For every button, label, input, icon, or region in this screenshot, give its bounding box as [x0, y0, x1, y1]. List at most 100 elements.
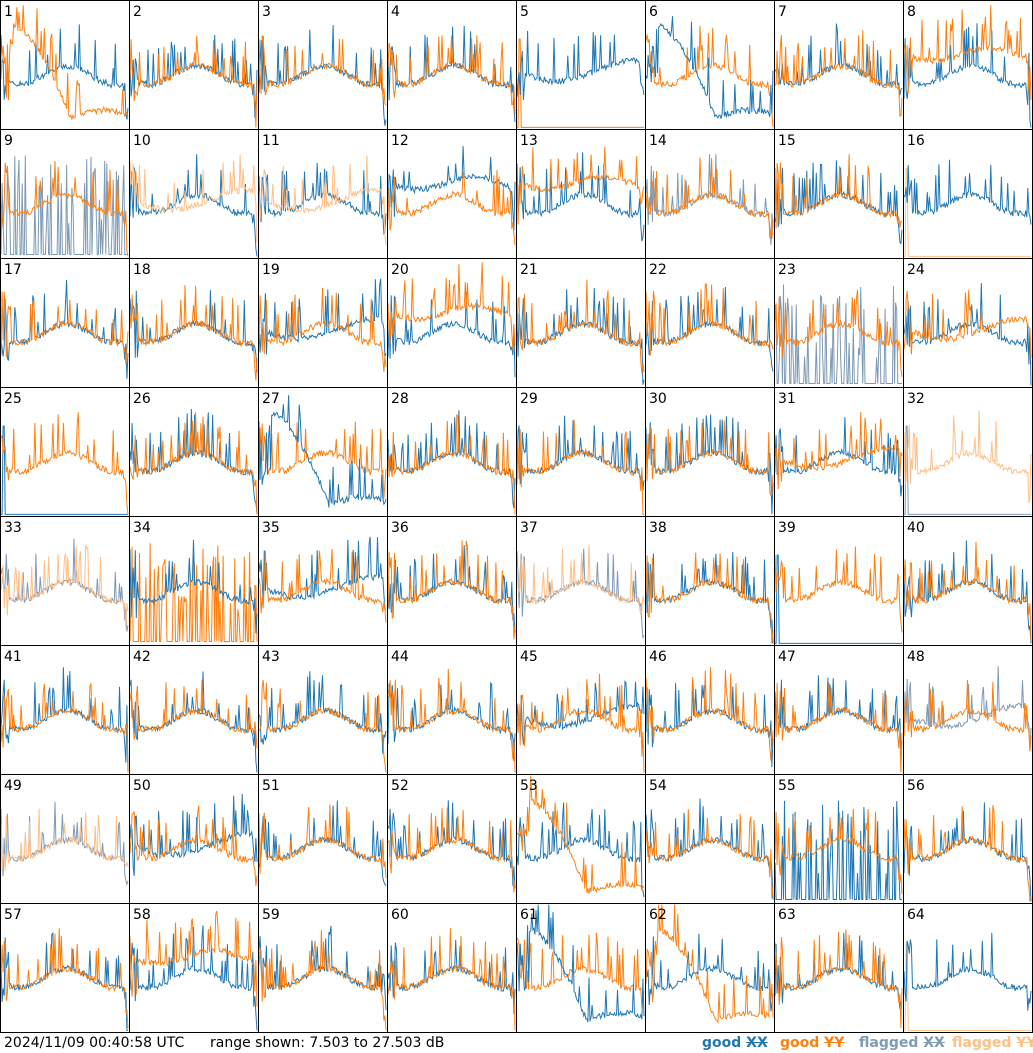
trace-good-xx: [258, 395, 387, 508]
panel-number: 12: [391, 133, 409, 149]
range-shown: range shown: 7.503 to 27.503 dB: [210, 1035, 445, 1051]
panel-number: 56: [907, 778, 925, 794]
panel-frame: [516, 0, 646, 130]
panel-57: 57: [0, 903, 130, 1033]
trace-good-xx: [903, 802, 1032, 902]
panel-63: 63: [774, 903, 904, 1033]
panel-number: 49: [4, 778, 22, 794]
panel-45: 45: [516, 645, 646, 775]
trace-good-yy: [774, 154, 903, 229]
trace-good-yy: [774, 30, 903, 117]
trace-good-yy: [774, 412, 903, 489]
trace-flagged-yy: [904, 941, 1031, 1031]
panel-number: 63: [778, 907, 796, 923]
trace-good-yy: [129, 910, 258, 1007]
panel-38: 38: [645, 516, 775, 646]
trace-good-xx: [0, 24, 129, 120]
panel-number: 22: [649, 262, 667, 278]
panel-64: 64: [903, 903, 1033, 1033]
panel-39: 39: [774, 516, 904, 646]
panel-27: 27: [258, 387, 388, 517]
trace-good-yy: [258, 930, 387, 1031]
panel-19: 19: [258, 258, 388, 388]
panel-frame: [645, 0, 775, 130]
panel-number: 2: [133, 4, 142, 20]
panel-number: 25: [4, 391, 22, 407]
panel-number: 21: [520, 262, 538, 278]
panel-7: 7: [774, 0, 904, 130]
panel-44: 44: [387, 645, 517, 775]
panel-60: 60: [387, 903, 517, 1033]
trace-good-yy: [258, 287, 387, 373]
panel-number: 11: [262, 133, 280, 149]
legend-pol-label: XX: [923, 1035, 945, 1051]
trace-good-xx: [645, 798, 774, 900]
panel-number: 14: [649, 133, 667, 149]
trace-good-xx: [1, 425, 128, 515]
panel-number: 45: [520, 649, 538, 665]
trace-good-xx: [258, 25, 387, 126]
trace-good-yy: [645, 904, 774, 1024]
trace-good-yy: [645, 667, 774, 761]
panel-number: 8: [907, 4, 916, 20]
panel-5: 5: [516, 0, 646, 130]
panel-4: 4: [387, 0, 517, 130]
panel-20: 20: [387, 258, 517, 388]
panel-58: 58: [129, 903, 259, 1033]
panel-12: 12: [387, 129, 517, 259]
trace-good-yy: [129, 805, 258, 887]
panel-number: 41: [4, 649, 22, 665]
panel-number: 40: [907, 520, 925, 536]
trace-good-yy: [645, 25, 774, 127]
panel-number: 27: [262, 391, 280, 407]
trace-good-yy: [387, 170, 516, 246]
panel-number: 64: [907, 907, 925, 923]
panel-number: 13: [520, 133, 538, 149]
trace-good-yy: [774, 682, 903, 773]
trace-good-xx: [0, 932, 128, 1031]
trace-good-xx: [129, 793, 258, 876]
panel-number: 54: [649, 778, 667, 794]
panel-number: 30: [649, 391, 667, 407]
panel-61: 61: [516, 903, 646, 1033]
panel-48: 48: [903, 645, 1033, 775]
panel-16: 16: [903, 129, 1033, 259]
trace-good-yy: [129, 35, 258, 128]
legend-state-label: good: [702, 1035, 742, 1051]
panel-number: 15: [778, 133, 796, 149]
trace-flagged-yy: [258, 155, 387, 246]
panel-22: 22: [645, 258, 775, 388]
panel-51: 51: [258, 774, 388, 904]
panel-number: 1: [4, 4, 13, 20]
trace-flagged-yy: [0, 808, 129, 872]
panel-number: 62: [649, 907, 667, 923]
panel-number: 46: [649, 649, 667, 665]
panel-21: 21: [516, 258, 646, 388]
legend-state-label: flagged: [952, 1035, 1012, 1051]
legend-flagged-xx: flagged XX: [859, 1034, 945, 1052]
trace-good-xx: [129, 154, 258, 257]
panel-26: 26: [129, 387, 259, 517]
trace-good-yy: [258, 549, 387, 623]
trace-good-yy: [0, 928, 129, 1029]
trace-good-yy: [387, 262, 516, 351]
trace-good-yy: [774, 290, 903, 377]
trace-flagged-xx: [904, 425, 1031, 515]
trace-good-yy: [387, 668, 516, 773]
panel-number: 39: [778, 520, 796, 536]
trace-good-yy: [129, 412, 258, 515]
panel-number: 23: [778, 262, 796, 278]
trace-flagged-xx: [0, 801, 129, 887]
panel-1: 1: [0, 0, 130, 130]
trace-good-yy: [0, 5, 129, 121]
panel-number: 60: [391, 907, 409, 923]
trace-good-xx: [516, 287, 645, 385]
trace-good-yy: [774, 808, 903, 895]
panel-14: 14: [645, 129, 775, 259]
trace-good-xx: [387, 410, 516, 509]
trace-good-xx: [129, 925, 258, 1031]
panel-number: 31: [778, 391, 796, 407]
trace-good-yy: [387, 35, 516, 115]
trace-good-yy: [387, 807, 516, 893]
panel-number: 44: [391, 649, 409, 665]
